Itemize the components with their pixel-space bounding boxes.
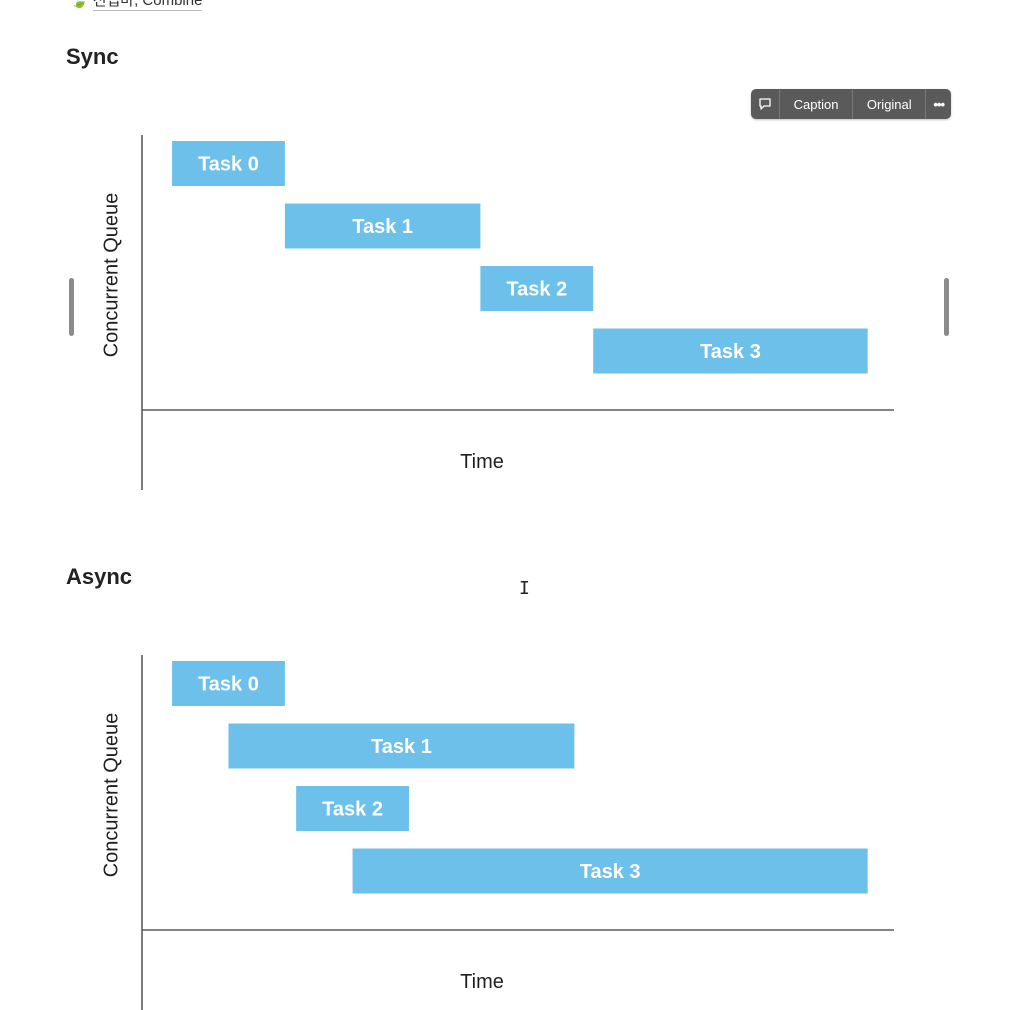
sync-task-bar-2 [480, 266, 594, 311]
sync-diagram-canvas: Task 0 Task 1 Task 2 Task 3 [141, 135, 894, 490]
more-options-button[interactable]: ••• [933, 96, 945, 112]
async-diagram-canvas: Task 0 Task 1 Task 2 Task 3 [141, 655, 894, 1010]
async-task-label-0: Task 0 [198, 674, 259, 696]
sync-task-bar-3 [593, 328, 868, 374]
async-task-label-1: Task 1 [371, 736, 432, 758]
sync-task-label-3: Task 3 [700, 341, 761, 363]
caption-button[interactable]: Caption [780, 89, 854, 119]
page-emoji-icon: 🍃 [70, 0, 89, 9]
sync-task-bar-1 [284, 203, 481, 249]
async-y-axis-label: Concurrent Queue [100, 712, 123, 878]
async-x-axis-label: Time [460, 971, 504, 993]
sync-task-label-2: Task 2 [506, 279, 567, 301]
breadcrumb: 🍃 전업마, Combine [70, 0, 203, 11]
async-diagram: Task 0 Task 1 Task 2 Task 3 Concurrent Queu… [90, 650, 910, 1010]
original-button[interactable]: Original [853, 89, 927, 119]
sync-diagram: Task 0 Task 1 Task 2 Task 3 Concurrent Queu… [90, 130, 910, 490]
text-cursor-icon: I [519, 578, 530, 599]
sync-heading: Sync [66, 44, 119, 69]
sync-task-label-0: Task 0 [198, 154, 259, 176]
async-task-bar-1 [228, 723, 575, 769]
async-task-bar-0 [172, 661, 285, 706]
breadcrumb-text[interactable]: 전업마, Combine [92, 0, 203, 11]
async-heading: Async [66, 564, 133, 589]
sync-task-label-1: Task 1 [352, 216, 413, 238]
sync-y-axis-label: Concurrent Queue [100, 192, 123, 358]
comment-icon [759, 98, 771, 110]
left-resize-handle[interactable] [69, 278, 74, 336]
sync-x-axis-label: Time [460, 451, 504, 473]
async-task-label-3: Task 3 [580, 861, 641, 883]
async-task-bar-3 [352, 848, 868, 894]
image-toolbar: Caption Original ••• [751, 89, 951, 119]
async-task-bar-2 [296, 786, 409, 831]
async-task-label-2: Task 2 [322, 799, 383, 821]
right-resize-handle[interactable] [944, 278, 949, 336]
comment-button[interactable] [751, 89, 780, 119]
sync-task-bar-0 [172, 141, 285, 186]
